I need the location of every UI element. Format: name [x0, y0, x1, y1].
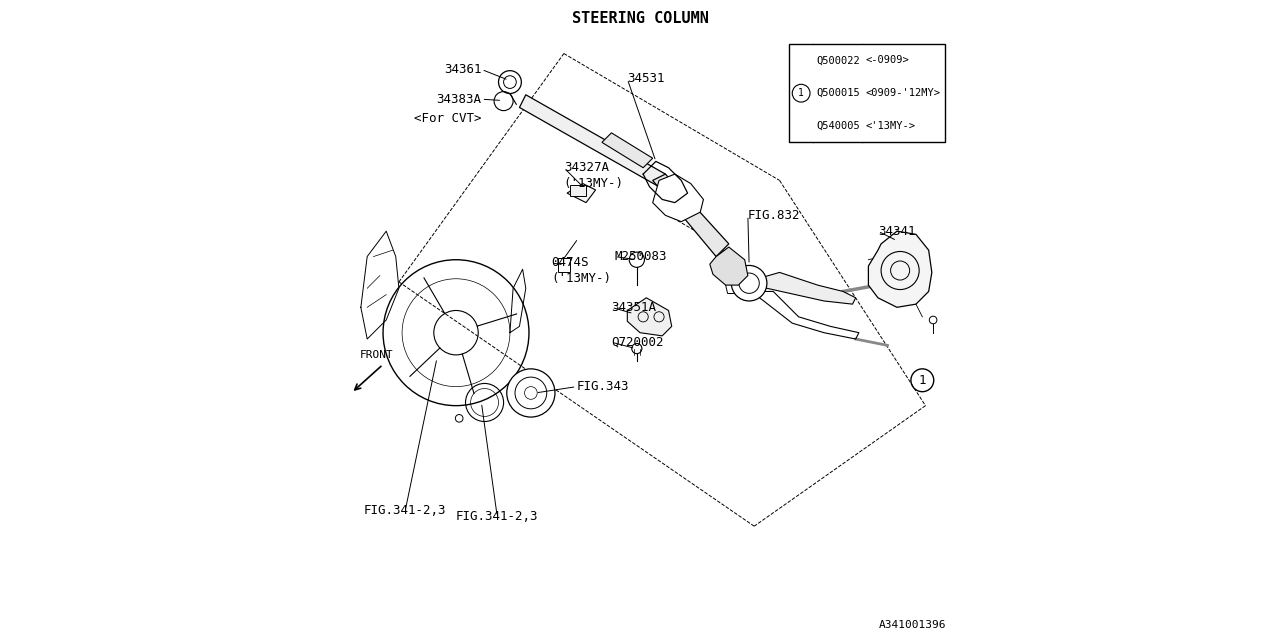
Text: FIG.832: FIG.832	[748, 209, 800, 222]
Polygon shape	[710, 247, 748, 285]
Text: <0909-'12MY>: <0909-'12MY>	[865, 88, 941, 98]
Polygon shape	[653, 174, 728, 257]
Text: Q500015: Q500015	[817, 88, 860, 98]
Text: 34351A: 34351A	[612, 301, 657, 314]
Text: 34383A: 34383A	[436, 93, 481, 106]
Text: A341001396: A341001396	[879, 620, 947, 630]
Polygon shape	[567, 184, 595, 203]
Text: FIG.341-2,3: FIG.341-2,3	[456, 510, 539, 523]
Text: 0474S: 0474S	[552, 257, 589, 269]
FancyBboxPatch shape	[788, 44, 945, 142]
Text: <For CVT>: <For CVT>	[413, 112, 481, 125]
Text: Q540005: Q540005	[817, 121, 860, 131]
Text: FIG.343: FIG.343	[576, 380, 628, 393]
Text: 34327A: 34327A	[564, 161, 609, 174]
Bar	[558, 259, 570, 273]
Circle shape	[731, 266, 767, 301]
Polygon shape	[758, 273, 856, 304]
Text: Q500022: Q500022	[817, 56, 860, 65]
Text: Q720002: Q720002	[612, 336, 664, 349]
Text: 34531: 34531	[627, 72, 664, 85]
Text: ('13MY-): ('13MY-)	[552, 272, 611, 285]
Text: FIG.341-2,3: FIG.341-2,3	[364, 504, 447, 517]
Text: 34341: 34341	[878, 225, 915, 237]
Polygon shape	[520, 95, 666, 187]
Text: M250083: M250083	[614, 250, 667, 263]
Text: 1: 1	[799, 88, 804, 98]
Polygon shape	[868, 231, 932, 307]
Text: 34361: 34361	[444, 63, 481, 76]
Text: ('13MY-): ('13MY-)	[564, 177, 623, 190]
Circle shape	[507, 369, 556, 417]
Text: FRONT: FRONT	[360, 350, 393, 360]
Polygon shape	[627, 298, 672, 336]
Text: 1: 1	[919, 374, 925, 387]
Bar	[570, 185, 586, 196]
Polygon shape	[602, 133, 653, 168]
Text: STEERING COLUMN: STEERING COLUMN	[572, 11, 708, 26]
Text: <'13MY->: <'13MY->	[865, 121, 915, 131]
Polygon shape	[653, 174, 704, 221]
Text: <-0909>: <-0909>	[865, 56, 909, 65]
